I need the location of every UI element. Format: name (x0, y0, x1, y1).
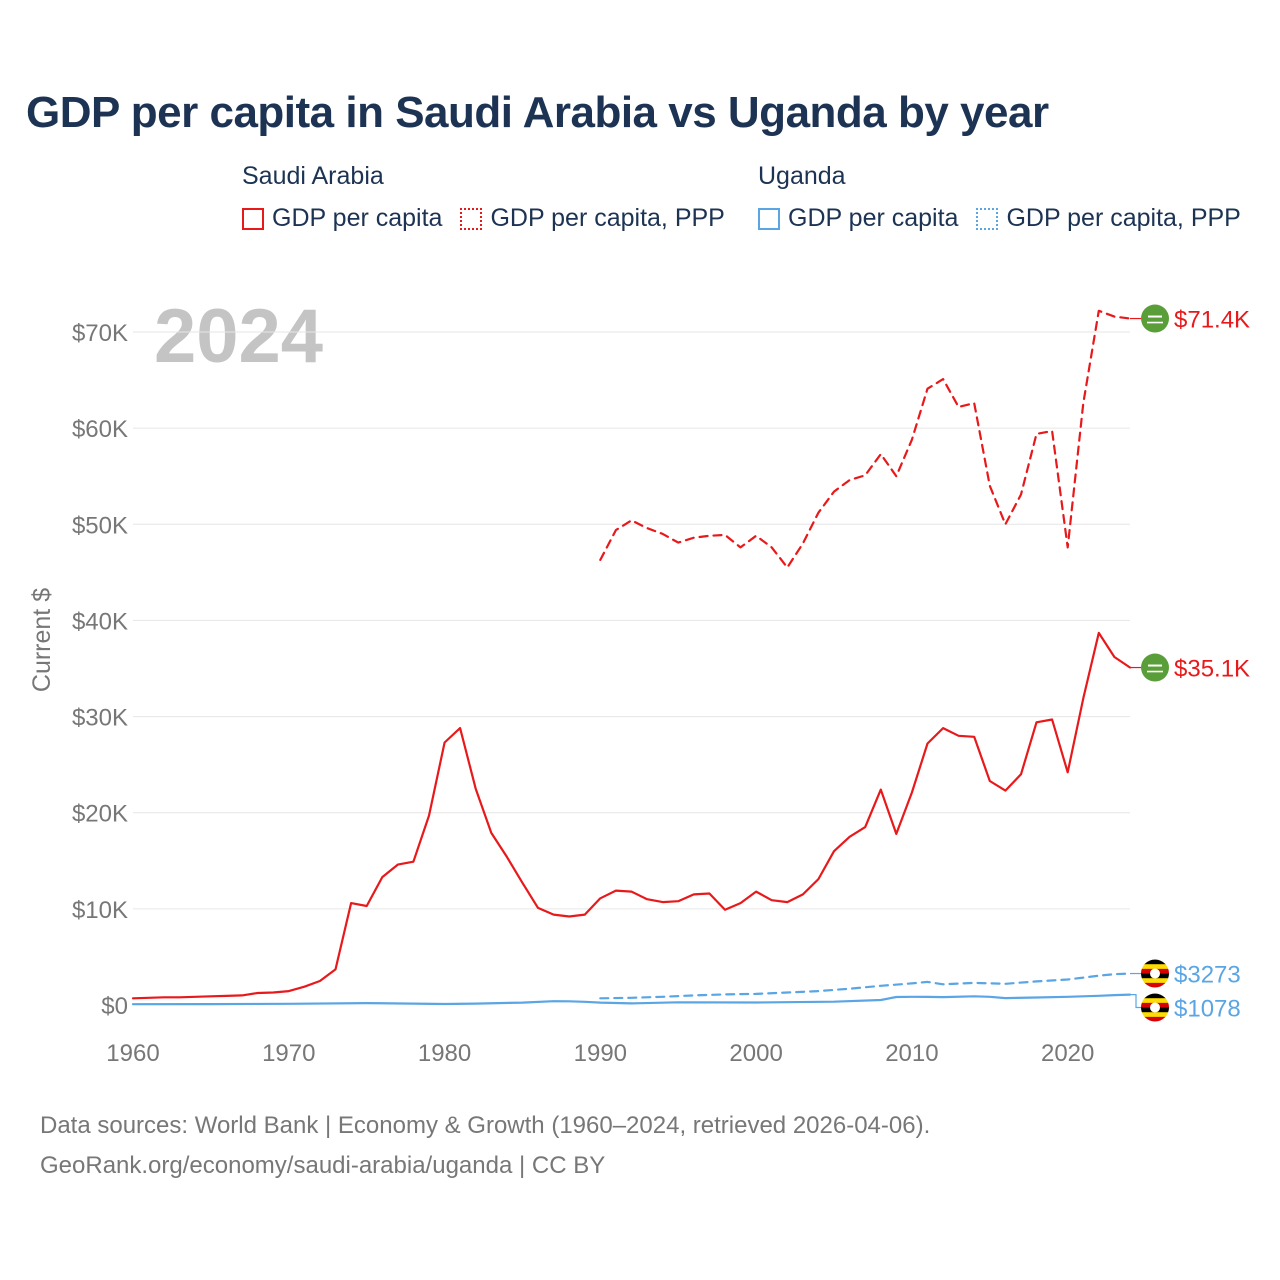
saudi-flag-icon (1141, 304, 1169, 333)
legend-label: GDP per capita, PPP (490, 204, 725, 232)
x-tick-label: 1990 (574, 1040, 627, 1067)
end-value-label: $71.4K (1174, 307, 1250, 334)
end-label-connector (1130, 994, 1142, 1009)
legend-swatch-solid (242, 207, 264, 230)
legend-label: GDP per capita (272, 204, 443, 232)
source-line: Data sources: World Bank | Economy & Gro… (40, 1112, 931, 1139)
x-tick-label: 1980 (418, 1040, 471, 1067)
source-link[interactable]: GeoRank.org/economy/saudi-arabia/uganda … (40, 1152, 606, 1179)
end-labels: $35.1K $71.4K $1078 $3273 (1130, 304, 1250, 1023)
x-tick-label: 1970 (262, 1040, 315, 1067)
legend-item-uganda-gdp-ppp[interactable]: GDP per capita, PPP (976, 204, 1241, 233)
legend-group-title: Saudi Arabia (242, 162, 384, 190)
y-tick-label: $50K (72, 512, 128, 539)
uganda-flag-icon (1141, 993, 1169, 1022)
y-axis-label: Current $ (28, 588, 56, 692)
uganda-flag-icon (1141, 959, 1169, 988)
legend-swatch-dotted (460, 207, 483, 230)
x-tick-label: 2010 (885, 1040, 938, 1067)
y-tick-label: $60K (72, 416, 128, 443)
legend-group-saudi-arabia: Saudi Arabia GDP per capita GDP per capi… (242, 162, 743, 233)
y-tick-label: $70K (72, 320, 128, 347)
x-tick-label: 1960 (106, 1040, 159, 1067)
y-tick-label: $30K (72, 705, 128, 732)
chart-title: GDP per capita in Saudi Arabia vs Uganda… (26, 88, 1049, 137)
source-note: Data sources: World Bank | Economy & Gro… (40, 1106, 930, 1186)
y-tick-label: $20K (72, 801, 128, 828)
year-watermark: 2024 (154, 294, 323, 379)
legend-item-saudi-gdp[interactable]: GDP per capita (242, 204, 442, 233)
y-tick-label: $0 (101, 993, 128, 1020)
legend-item-uganda-gdp[interactable]: GDP per capita (758, 204, 958, 233)
y-tick-label: $40K (72, 608, 128, 635)
legend-swatch-dotted (976, 207, 999, 230)
legend-group-title: Uganda (758, 162, 846, 190)
series-line-uganda-gdp-per-capita (131, 993, 1132, 1006)
series-line-uganda-gdp-per-capita-ppp (599, 972, 1132, 1000)
legend-label: GDP per capita, PPP (1006, 204, 1241, 232)
x-tick-label: 2000 (729, 1040, 782, 1067)
x-tick-label: 2020 (1041, 1040, 1094, 1067)
end-value-label: $35.1K (1174, 656, 1250, 683)
legend-group-uganda: Uganda GDP per capita GDP per capita, PP… (758, 162, 1259, 233)
legend-item-saudi-gdp-ppp[interactable]: GDP per capita, PPP (460, 204, 725, 233)
legend-label: GDP per capita (788, 204, 959, 232)
end-value-label: $3273 (1174, 962, 1241, 989)
series-line-saudi-arabia-gdp-per-capita-ppp (599, 309, 1132, 569)
series-line-saudi-arabia-gdp-per-capita (131, 631, 1132, 1000)
y-tick-label: $10K (72, 897, 128, 924)
gridlines (133, 331, 1130, 910)
series-lines (131, 309, 1132, 1006)
end-value-label: $1078 (1174, 996, 1241, 1023)
legend-swatch-solid (758, 207, 780, 230)
saudi-flag-icon (1141, 653, 1169, 682)
y-axis-ticks: $0 $10K $20K $30K $40K $50K $60K $70K (72, 320, 128, 1020)
x-axis-ticks: 1960 1970 1980 1990 2000 2010 2020 (106, 1040, 1094, 1067)
